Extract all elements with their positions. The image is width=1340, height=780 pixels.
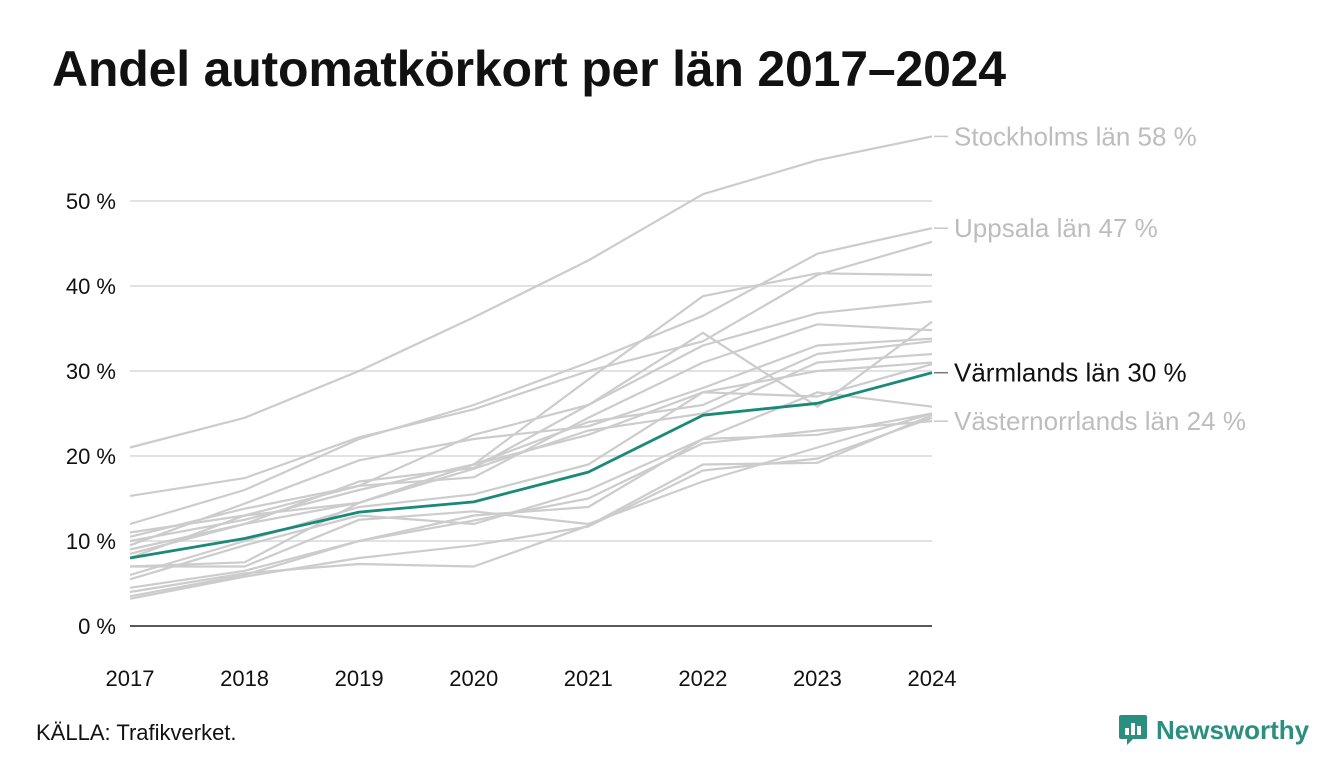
x-tick-label: 2024 xyxy=(908,666,957,691)
y-tick-label: 50 % xyxy=(66,189,116,214)
series-line xyxy=(129,337,933,547)
series-line-3 xyxy=(129,420,933,598)
series-line xyxy=(129,320,933,551)
series-label: Stockholms län 58 % xyxy=(954,121,1197,151)
series-line xyxy=(129,416,933,600)
series-line xyxy=(129,240,933,497)
gridlines xyxy=(130,200,932,627)
y-tick-label: 30 % xyxy=(66,359,116,384)
series-line-0 xyxy=(129,135,933,449)
y-tick-label: 20 % xyxy=(66,444,116,469)
series-label: Uppsala län 47 % xyxy=(954,213,1158,243)
x-tick-label: 2023 xyxy=(793,666,842,691)
source-note: KÄLLA: Trafikverket. xyxy=(36,720,237,745)
x-tick-label: 2019 xyxy=(335,666,384,691)
series-line xyxy=(129,412,933,581)
series-labels: Stockholms län 58 % Uppsala län 47 % Värml… xyxy=(934,121,1246,436)
x-axis: 2017 2018 2019 2020 2021 2022 2023 2024 xyxy=(106,666,957,691)
y-tick-label: 40 % xyxy=(66,274,116,299)
y-tick-label: 0 % xyxy=(78,614,116,639)
series-line xyxy=(129,414,933,594)
y-axis: 0 % 10 % 20 % 30 % 40 % 50 % xyxy=(66,189,116,639)
series-line-2 xyxy=(129,371,933,560)
series-label: Värmlands län 30 % xyxy=(954,358,1187,388)
series-line xyxy=(129,323,933,538)
series-label: Västernorrlands län 24 % xyxy=(954,406,1246,436)
x-tick-label: 2018 xyxy=(220,666,269,691)
series-line xyxy=(129,361,933,560)
series-line xyxy=(129,340,933,555)
y-tick-label: 10 % xyxy=(66,529,116,554)
brand: Newsworthy xyxy=(1118,714,1309,746)
x-tick-label: 2020 xyxy=(449,666,498,691)
x-tick-label: 2021 xyxy=(564,666,613,691)
x-tick-label: 2017 xyxy=(106,666,155,691)
brand-name: Newsworthy xyxy=(1156,714,1310,745)
series-line xyxy=(129,272,933,543)
series-line xyxy=(129,300,933,534)
x-tick-label: 2022 xyxy=(678,666,727,691)
highlighted-series xyxy=(129,371,933,560)
newsworthy-logo-icon xyxy=(1119,715,1147,745)
series-line xyxy=(129,391,933,589)
line-chart: 0 % 10 % 20 % 30 % 40 % 50 % 2017 2018 2019 2020… xyxy=(66,121,1246,691)
background-series xyxy=(129,135,933,600)
series-line-1 xyxy=(129,227,933,526)
chart-title: Andel automatkörkort per län 2017–2024 xyxy=(52,41,1006,97)
series-line xyxy=(130,412,933,568)
